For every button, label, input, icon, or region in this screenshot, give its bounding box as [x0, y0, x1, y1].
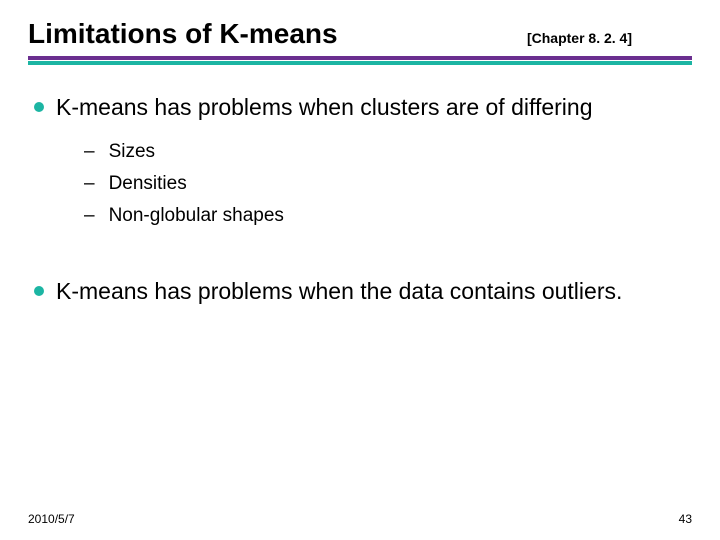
- footer-date: 2010/5/7: [28, 512, 75, 526]
- bullet-dot-icon: [34, 286, 44, 296]
- sub-bullet-text: Densities: [109, 173, 187, 195]
- slide: Limitations of K-means [Chapter 8. 2. 4]…: [0, 0, 720, 540]
- sub-bullet-item: – Densities: [84, 173, 692, 195]
- title-row: Limitations of K-means [Chapter 8. 2. 4]: [28, 18, 692, 50]
- bullet-text: K-means has problems when the data conta…: [56, 277, 622, 307]
- sub-bullet-text: Sizes: [109, 141, 155, 163]
- footer: 2010/5/7 43: [28, 512, 692, 526]
- divider: [28, 56, 692, 65]
- divider-bottom: [28, 61, 692, 65]
- footer-page: 43: [679, 512, 692, 526]
- bullet-item: K-means has problems when the data conta…: [34, 277, 692, 307]
- chapter-ref: [Chapter 8. 2. 4]: [527, 30, 632, 46]
- sub-bullet-item: – Non-globular shapes: [84, 205, 692, 227]
- content: K-means has problems when clusters are o…: [28, 93, 692, 307]
- bullet-dot-icon: [34, 102, 44, 112]
- divider-top: [28, 56, 692, 60]
- bullet-text: K-means has problems when clusters are o…: [56, 93, 593, 123]
- sublist: – Sizes – Densities – Non-globular shape…: [84, 141, 692, 227]
- bullet-item: K-means has problems when clusters are o…: [34, 93, 692, 123]
- spacer: [34, 237, 692, 277]
- slide-title: Limitations of K-means: [28, 18, 338, 50]
- sub-bullet-item: – Sizes: [84, 141, 692, 163]
- dash-icon: –: [84, 173, 95, 195]
- dash-icon: –: [84, 205, 95, 227]
- sub-bullet-text: Non-globular shapes: [109, 205, 284, 227]
- dash-icon: –: [84, 141, 95, 163]
